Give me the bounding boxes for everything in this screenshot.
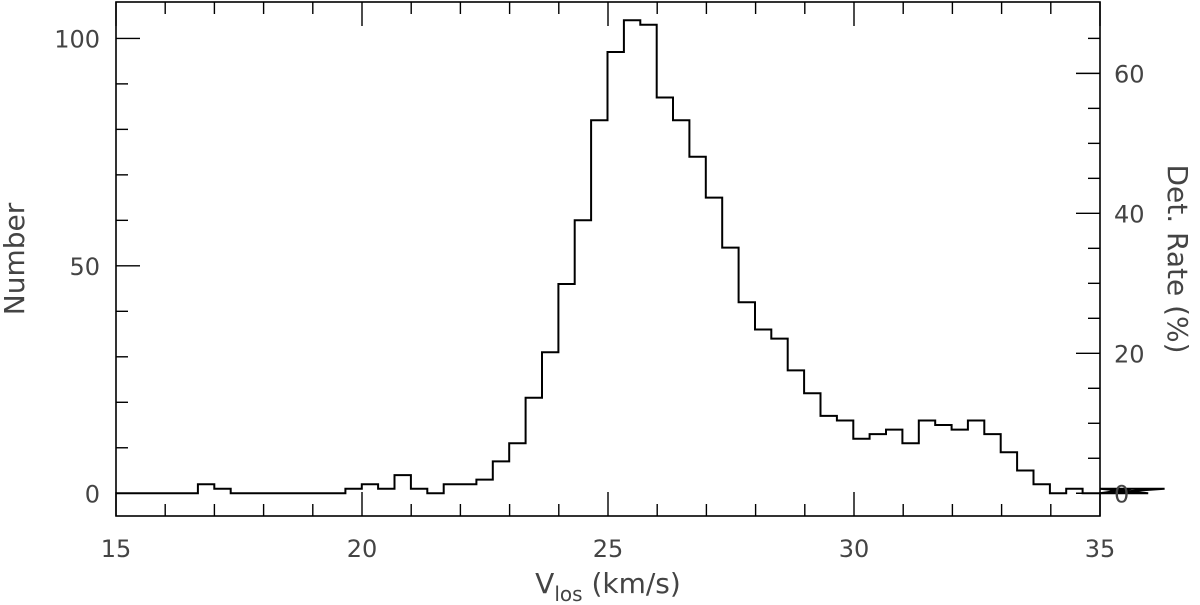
y-tick-label: 100 [54, 25, 100, 53]
x-axis-title-main: V [535, 567, 554, 600]
x-tick-label: 30 [839, 535, 870, 563]
x-tick-label: 20 [347, 535, 378, 563]
x-axis-title-subscript: los [554, 582, 582, 605]
y-tick-label: 50 [69, 253, 100, 281]
y-tick-label: 0 [85, 480, 100, 508]
x-tick-label: 15 [101, 535, 132, 563]
x-tick-label: 35 [1085, 535, 1116, 563]
axis-ticks [115, 2, 1101, 516]
x-axis-title-unit: (km/s) [583, 567, 681, 600]
histogram-series [116, 19, 1165, 495]
x-tick-label: 25 [593, 535, 624, 563]
y2-tick-label: 0 [1114, 480, 1129, 508]
y2-tick-label: 40 [1114, 200, 1145, 228]
tick-labels: 15 20 25 30 35 0 50 100 0 20 40 60 [54, 25, 1144, 563]
y2-tick-label: 20 [1114, 340, 1145, 368]
y-axis-title: Number [0, 202, 31, 315]
x-axis-title: Vlos (km/s) [535, 567, 681, 605]
y2-tick-label: 60 [1114, 60, 1145, 88]
y2-axis-title: Det. Rate (%) [1161, 164, 1194, 353]
